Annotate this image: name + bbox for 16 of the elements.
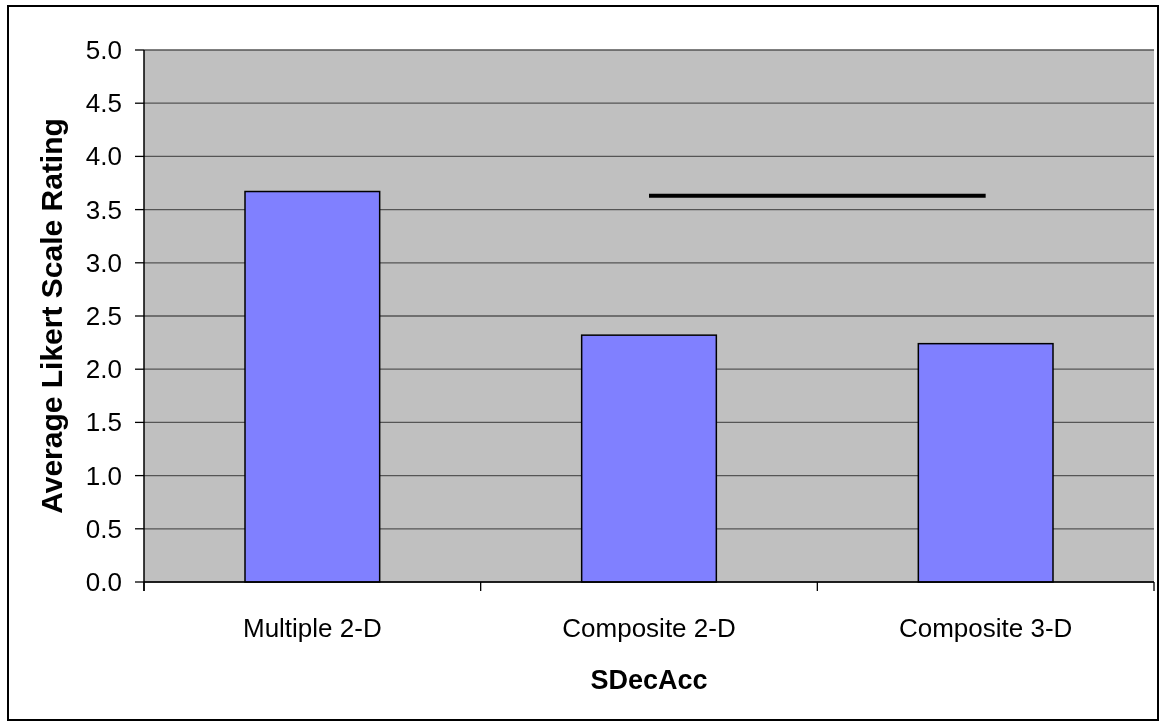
x-tick-label: Composite 2-D xyxy=(562,613,736,643)
y-tick-label: 5.0 xyxy=(85,35,122,65)
y-axis-title: Average Likert Scale Rating xyxy=(35,118,68,514)
x-tick-label: Composite 3-D xyxy=(898,613,1073,643)
y-tick-label: 2.0 xyxy=(85,354,122,385)
y-tick-label: 4.0 xyxy=(85,141,122,172)
y-tick-label: 0.5 xyxy=(85,513,122,544)
y-tick-label: 1.5 xyxy=(85,407,122,438)
x-tick-label: Multiple 2-D xyxy=(242,613,382,643)
y-tick-label: 3.5 xyxy=(85,194,122,225)
y-tick-label: 0.0 xyxy=(85,567,122,597)
y-tick-label: 4.5 xyxy=(85,88,122,119)
y-tick-label: 2.5 xyxy=(85,301,122,331)
y-tick-label: 3.0 xyxy=(85,247,122,278)
x-axis-title: SDecAcc xyxy=(590,665,708,695)
y-tick-label: 1.0 xyxy=(85,460,122,491)
